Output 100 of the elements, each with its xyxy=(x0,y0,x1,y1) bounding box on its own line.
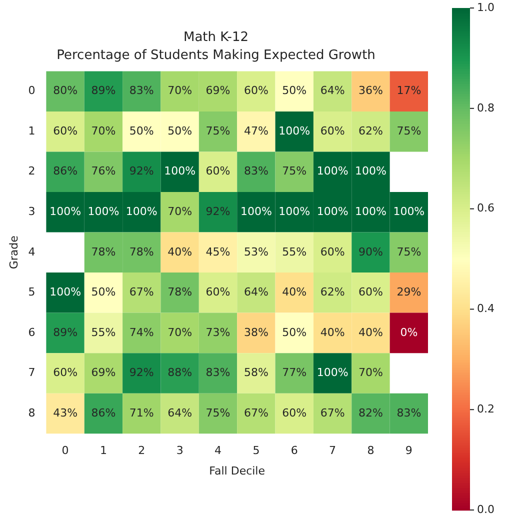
data-label: 82% xyxy=(358,406,383,420)
x-tick-label: 5 xyxy=(252,444,260,458)
chart-subtitle: Percentage of Students Making Expected Growth xyxy=(56,48,376,63)
y-tick-label: 2 xyxy=(28,164,36,178)
data-label: 76% xyxy=(91,164,116,178)
data-label: 86% xyxy=(53,164,78,178)
data-label: 50% xyxy=(91,286,116,299)
x-tick-label: 6 xyxy=(290,444,298,458)
data-label: 70% xyxy=(168,204,192,218)
data-label: 100% xyxy=(126,204,158,218)
data-label: 40% xyxy=(320,326,345,339)
data-label: 70% xyxy=(91,124,116,138)
data-label: 83% xyxy=(129,84,154,98)
y-tick-label: 8 xyxy=(28,406,36,420)
color-bar-label: 0.0 xyxy=(477,502,494,516)
data-label: 50% xyxy=(168,124,192,138)
y-tick-label: 0 xyxy=(28,84,36,98)
data-label: 100% xyxy=(278,124,310,138)
data-label: 50% xyxy=(282,84,307,98)
data-label: 89% xyxy=(91,84,116,98)
data-label: 75% xyxy=(206,406,230,420)
data-label: 78% xyxy=(168,286,192,299)
data-label: 36% xyxy=(358,84,383,98)
data-label: 60% xyxy=(320,245,345,258)
data-label: 60% xyxy=(244,84,268,98)
data-label: 83% xyxy=(206,366,230,380)
data-label: 80% xyxy=(53,84,78,98)
chart-title: Math K-12 xyxy=(183,30,249,46)
data-label: 75% xyxy=(396,245,422,258)
color-bar-label: 0.4 xyxy=(477,302,494,316)
data-label: 92% xyxy=(129,366,154,380)
y-tick-label: 1 xyxy=(28,124,36,138)
data-label: 78% xyxy=(91,245,116,258)
data-label: 83% xyxy=(396,406,422,420)
data-label: 100% xyxy=(164,164,196,178)
data-label: 53% xyxy=(244,245,268,258)
data-label: 69% xyxy=(206,84,230,98)
y-tick-label: 6 xyxy=(28,326,36,339)
data-label: 75% xyxy=(206,124,230,138)
data-label: 67% xyxy=(244,406,268,420)
y-axis-title: Grade xyxy=(7,235,20,270)
color-bar-label: 1.0 xyxy=(477,0,494,14)
y-tick-label: 4 xyxy=(28,245,36,258)
data-label: 100% xyxy=(50,286,82,299)
data-label: 55% xyxy=(282,245,307,258)
data-label: 62% xyxy=(358,124,383,138)
data-label: 77% xyxy=(282,366,307,380)
color-bar-label: 0.2 xyxy=(477,402,494,416)
data-label: 60% xyxy=(282,406,307,420)
data-label: 73% xyxy=(206,326,230,339)
data-label: 60% xyxy=(206,286,230,299)
color-bar-label: 0.6 xyxy=(477,202,494,215)
data-label: 64% xyxy=(168,406,192,420)
data-label: 70% xyxy=(358,366,383,380)
data-label: 69% xyxy=(91,366,116,380)
data-label: 29% xyxy=(396,286,422,299)
data-label: 40% xyxy=(358,326,383,339)
y-tick-label: 3 xyxy=(28,204,36,218)
data-label: 100% xyxy=(316,204,348,218)
x-axis-title: Fall Decile xyxy=(209,464,266,478)
data-label: 70% xyxy=(168,326,192,339)
data-label: 100% xyxy=(316,164,348,178)
data-label: 100% xyxy=(355,204,386,218)
x-tick-label: 0 xyxy=(62,444,69,458)
data-label: 67% xyxy=(129,286,154,299)
data-label: 58% xyxy=(244,366,268,380)
data-label: 55% xyxy=(91,326,116,339)
data-label: 50% xyxy=(129,124,154,138)
data-label: 17% xyxy=(396,84,422,98)
data-label: 40% xyxy=(168,245,192,258)
data-label: 0% xyxy=(400,326,418,339)
data-label: 40% xyxy=(282,286,307,299)
x-tick-label: 1 xyxy=(100,444,107,458)
data-label: 100% xyxy=(355,164,386,178)
data-label: 83% xyxy=(244,164,268,178)
data-label: 64% xyxy=(244,286,268,299)
data-label: 90% xyxy=(358,245,383,258)
data-label: 47% xyxy=(244,124,268,138)
data-label: 86% xyxy=(91,406,116,420)
data-label: 67% xyxy=(320,406,345,420)
data-label: 60% xyxy=(53,124,78,138)
data-label: 100% xyxy=(393,204,425,218)
data-label: 100% xyxy=(50,204,82,218)
color-bar-label: 0.8 xyxy=(477,101,494,114)
data-label: 78% xyxy=(129,245,154,258)
data-label: 60% xyxy=(358,286,383,299)
data-label: 71% xyxy=(129,406,154,420)
y-tick-label: 5 xyxy=(28,286,36,299)
data-label: 60% xyxy=(320,124,345,138)
x-tick-label: 2 xyxy=(138,444,146,458)
x-tick-label: 9 xyxy=(405,444,412,458)
data-label: 75% xyxy=(396,124,422,138)
data-label: 92% xyxy=(129,164,154,178)
data-label: 62% xyxy=(320,286,345,299)
data-label: 100% xyxy=(278,204,310,218)
data-label: 100% xyxy=(88,204,120,218)
data-label: 60% xyxy=(206,164,230,178)
data-label: 92% xyxy=(206,204,230,218)
data-label: 45% xyxy=(206,245,230,258)
data-label: 38% xyxy=(244,326,268,339)
